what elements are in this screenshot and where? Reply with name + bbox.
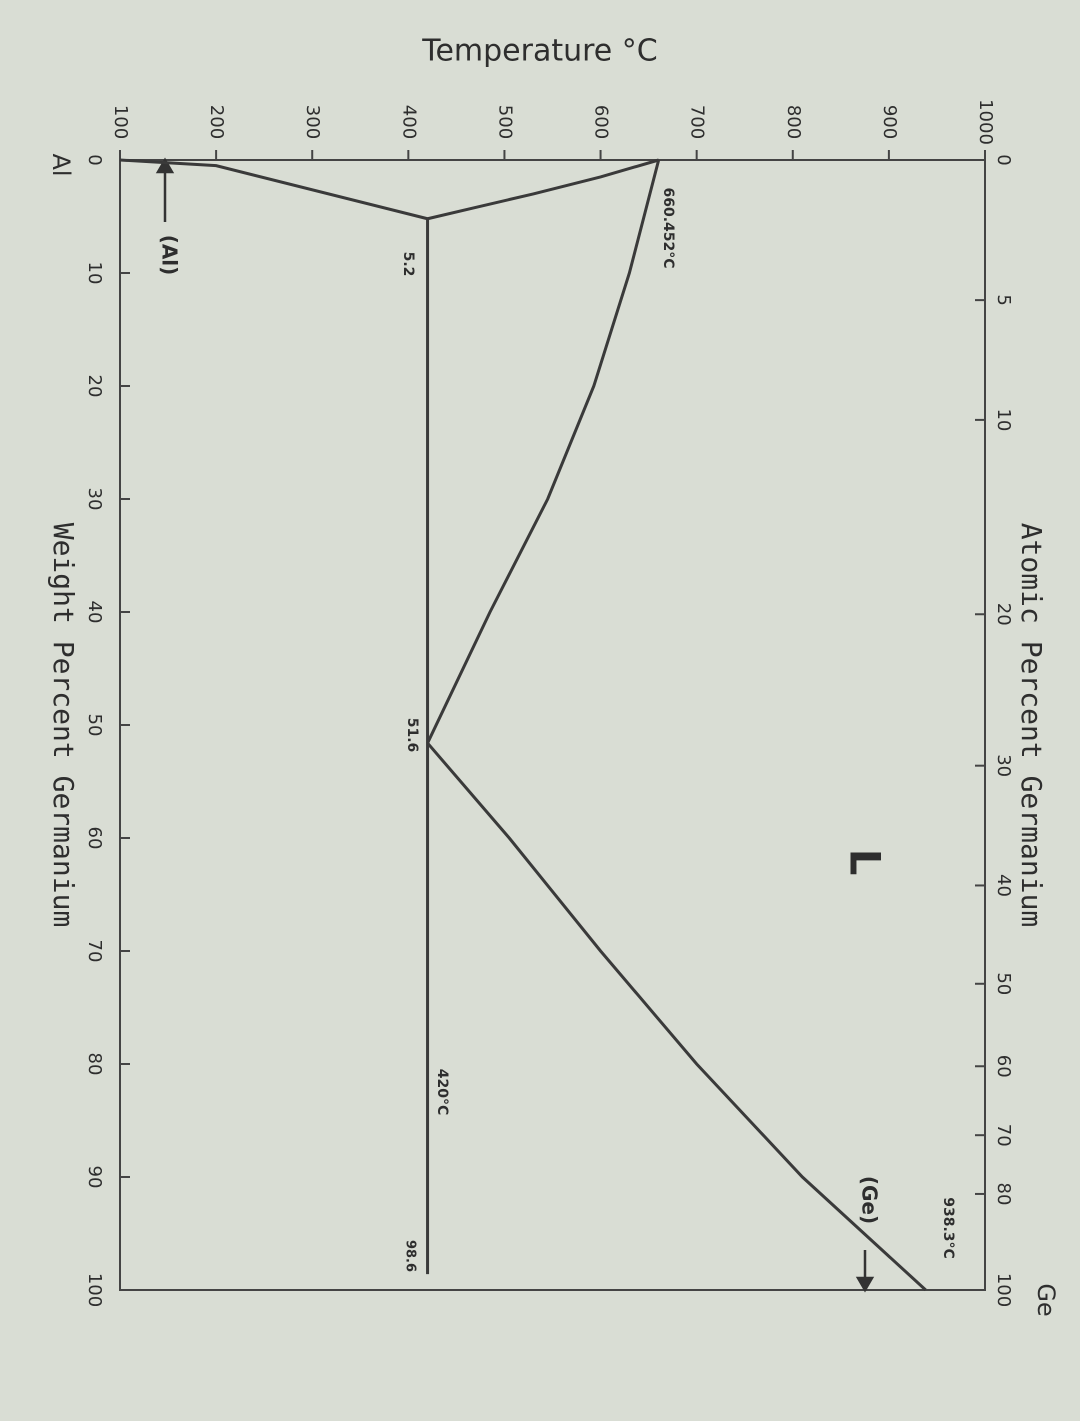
x-tick-label: 0	[84, 154, 105, 165]
y-tick-label: 800	[783, 105, 804, 139]
annotation: 938.3°C	[940, 1197, 956, 1259]
x2-tick-label: 10	[993, 408, 1014, 431]
y-tick-label: 400	[398, 105, 419, 139]
annotation: L	[841, 849, 890, 876]
annotation: (Ge)	[858, 1176, 882, 1224]
annotation: 51.6	[404, 718, 420, 753]
x2-tick-label: 5	[993, 294, 1014, 305]
y-tick-label: 200	[206, 105, 227, 139]
x-axis-title: Weight Percent Germanium	[47, 523, 80, 928]
y-tick-label: 700	[687, 105, 708, 139]
x2-tick-label: 80	[993, 1182, 1014, 1205]
x-tick-label: 30	[84, 488, 105, 511]
arrows	[155, 157, 875, 1293]
x-tick-label: 70	[84, 940, 105, 963]
x2-tick-label: 60	[993, 1055, 1014, 1078]
y-tick-label: 100	[110, 105, 131, 139]
y-axis-title: Temperature °C	[421, 34, 658, 69]
x-tick-label: 60	[84, 827, 105, 850]
annotation: (Al)	[158, 235, 182, 276]
y-tick-label: 600	[591, 105, 612, 139]
x-tick-label: 90	[84, 1166, 105, 1189]
x2-axis-title: Atomic Percent Germanium	[1015, 523, 1048, 928]
x-tick-label: 80	[84, 1053, 105, 1076]
y-tick-label: 300	[302, 105, 323, 139]
x-tick-label: 10	[84, 262, 105, 285]
x2-tick-label: 70	[993, 1124, 1014, 1147]
phase-boundary	[427, 158, 660, 221]
x2-tick-label: 0	[993, 154, 1014, 165]
x2-tick-label: 100	[993, 1273, 1014, 1307]
annotation: 420°C	[434, 1069, 450, 1116]
y-tick-label: 500	[494, 105, 515, 139]
phase-boundary	[119, 158, 428, 221]
x-tick-label: 20	[84, 375, 105, 398]
x2-tick-label: 50	[993, 972, 1014, 995]
x-tick-label: 40	[84, 601, 105, 624]
annotation: 5.2	[400, 252, 416, 277]
y-tick-label: 900	[879, 105, 900, 139]
y-tick-label: 1000	[975, 99, 996, 145]
x-tick-label: 50	[84, 714, 105, 737]
phase-boundary	[426, 742, 927, 1292]
x2-tick-label: 20	[993, 603, 1014, 626]
phase-boundary	[426, 159, 661, 744]
end-label: Al	[47, 153, 75, 176]
x2-tick-label: 30	[993, 754, 1014, 777]
x-tick-label: 100	[84, 1273, 105, 1307]
annotation: 98.6	[403, 1240, 418, 1272]
annotation: 660.452°C	[660, 187, 676, 268]
x2-tick-label: 40	[993, 874, 1014, 897]
end-label: Ge	[1032, 1283, 1060, 1316]
